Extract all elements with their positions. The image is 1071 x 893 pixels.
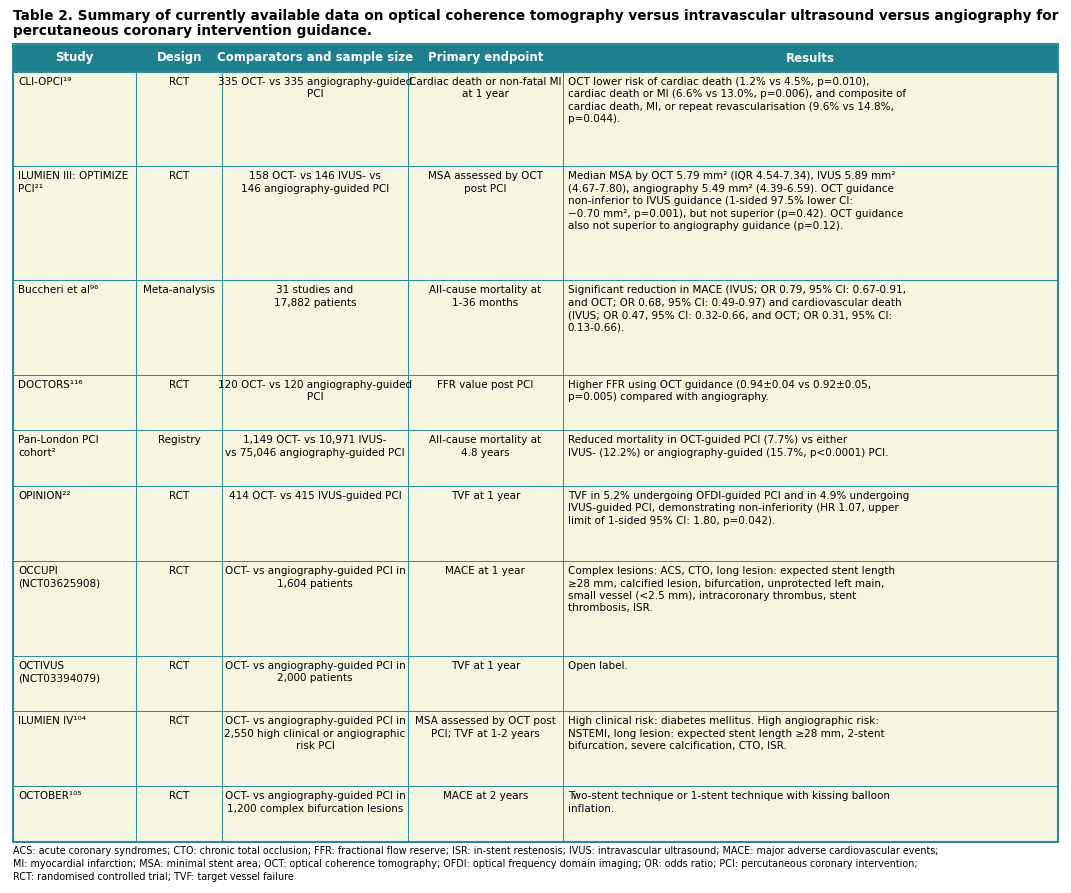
Text: Two-stent technique or 1-stent technique with kissing balloon
inflation.: Two-stent technique or 1-stent technique… bbox=[568, 791, 890, 814]
Text: MI: myocardial infarction; MSA: minimal stent area; OCT: optical coherence tomog: MI: myocardial infarction; MSA: minimal … bbox=[13, 859, 918, 869]
Text: OCT- vs angiography-guided PCI in
2,000 patients: OCT- vs angiography-guided PCI in 2,000 … bbox=[225, 661, 406, 683]
Bar bbox=[13, 561, 1058, 655]
Text: RCT: RCT bbox=[169, 661, 190, 671]
Text: 120 OCT- vs 120 angiography-guided
PCI: 120 OCT- vs 120 angiography-guided PCI bbox=[218, 380, 412, 402]
Text: percutaneous coronary intervention guidance.: percutaneous coronary intervention guida… bbox=[13, 24, 372, 38]
Text: Results: Results bbox=[786, 52, 834, 64]
Text: RCT: randomised controlled trial; TVF: target vessel failure: RCT: randomised controlled trial; TVF: t… bbox=[13, 872, 293, 882]
Text: RCT: RCT bbox=[169, 380, 190, 389]
Bar bbox=[13, 486, 1058, 561]
Text: DOCTORS¹¹⁶: DOCTORS¹¹⁶ bbox=[18, 380, 82, 389]
Text: Comparators and sample size: Comparators and sample size bbox=[217, 52, 413, 64]
Text: Significant reduction in MACE (IVUS; OR 0.79, 95% CI: 0.67-0.91,
and OCT; OR 0.6: Significant reduction in MACE (IVUS; OR … bbox=[568, 285, 906, 332]
Text: Registry: Registry bbox=[157, 436, 200, 446]
Text: RCT: RCT bbox=[169, 491, 190, 501]
Text: Complex lesions: ACS, CTO, long lesion: expected stent length
≥28 mm, calcified : Complex lesions: ACS, CTO, long lesion: … bbox=[568, 566, 894, 613]
Text: OCTIVUS
(NCT03394079): OCTIVUS (NCT03394079) bbox=[18, 661, 100, 683]
Text: Primary endpoint: Primary endpoint bbox=[427, 52, 543, 64]
Text: Cardiac death or non-fatal MI
at 1 year: Cardiac death or non-fatal MI at 1 year bbox=[409, 77, 561, 99]
Text: All-cause mortality at
1-36 months: All-cause mortality at 1-36 months bbox=[429, 285, 542, 308]
Text: 31 studies and
17,882 patients: 31 studies and 17,882 patients bbox=[274, 285, 357, 308]
Text: MSA assessed by OCT post
PCI; TVF at 1-2 years: MSA assessed by OCT post PCI; TVF at 1-2… bbox=[414, 716, 556, 739]
Bar bbox=[13, 712, 1058, 787]
Text: ILUMIEN IV¹⁰⁴: ILUMIEN IV¹⁰⁴ bbox=[18, 716, 86, 726]
Text: 335 OCT- vs 335 angiography-guided
PCI: 335 OCT- vs 335 angiography-guided PCI bbox=[217, 77, 412, 99]
Text: Pan-London PCI
cohort²: Pan-London PCI cohort² bbox=[18, 436, 99, 458]
Bar bbox=[13, 787, 1058, 842]
Text: RCT: RCT bbox=[169, 716, 190, 726]
Text: OCT- vs angiography-guided PCI in
2,550 high clinical or angiographic
risk PCI: OCT- vs angiography-guided PCI in 2,550 … bbox=[225, 716, 406, 751]
Text: CLI-OPCI¹⁹: CLI-OPCI¹⁹ bbox=[18, 77, 72, 87]
Bar bbox=[13, 44, 1058, 842]
Text: TVF at 1 year: TVF at 1 year bbox=[451, 491, 521, 501]
Text: Buccheri et al⁹⁶: Buccheri et al⁹⁶ bbox=[18, 285, 99, 296]
Text: All-cause mortality at
4.8 years: All-cause mortality at 4.8 years bbox=[429, 436, 542, 458]
Bar bbox=[13, 166, 1058, 280]
Text: ILUMIEN III: OPTIMIZE
PCI²¹: ILUMIEN III: OPTIMIZE PCI²¹ bbox=[18, 171, 129, 194]
Bar bbox=[13, 72, 1058, 166]
Text: RCT: RCT bbox=[169, 566, 190, 576]
Bar bbox=[13, 44, 1058, 72]
Text: OCTOBER¹⁰⁵: OCTOBER¹⁰⁵ bbox=[18, 791, 81, 801]
Text: 1,149 OCT- vs 10,971 IVUS-
vs 75,046 angiography-guided PCI: 1,149 OCT- vs 10,971 IVUS- vs 75,046 ang… bbox=[225, 436, 405, 458]
Text: Higher FFR using OCT guidance (0.94±0.04 vs 0.92±0.05,
p=0.005) compared with an: Higher FFR using OCT guidance (0.94±0.04… bbox=[568, 380, 871, 402]
Text: FFR value post PCI: FFR value post PCI bbox=[437, 380, 533, 389]
Text: 414 OCT- vs 415 IVUS-guided PCI: 414 OCT- vs 415 IVUS-guided PCI bbox=[228, 491, 402, 501]
Text: TVF at 1 year: TVF at 1 year bbox=[451, 661, 521, 671]
Text: Meta-analysis: Meta-analysis bbox=[144, 285, 215, 296]
Text: OCCUPI
(NCT03625908): OCCUPI (NCT03625908) bbox=[18, 566, 100, 588]
Text: MACE at 1 year: MACE at 1 year bbox=[446, 566, 525, 576]
Text: Open label.: Open label. bbox=[568, 661, 628, 671]
Text: OCT- vs angiography-guided PCI in
1,200 complex bifurcation lesions: OCT- vs angiography-guided PCI in 1,200 … bbox=[225, 791, 406, 814]
Text: RCT: RCT bbox=[169, 77, 190, 87]
Bar bbox=[13, 430, 1058, 486]
Text: OCT- vs angiography-guided PCI in
1,604 patients: OCT- vs angiography-guided PCI in 1,604 … bbox=[225, 566, 406, 588]
Text: Reduced mortality in OCT-guided PCI (7.7%) vs either
IVUS- (12.2%) or angiograph: Reduced mortality in OCT-guided PCI (7.7… bbox=[568, 436, 888, 458]
Bar bbox=[13, 375, 1058, 430]
Text: RCT: RCT bbox=[169, 791, 190, 801]
Text: Design: Design bbox=[156, 52, 202, 64]
Text: ACS: acute coronary syndromes; CTO: chronic total occlusion; FFR: fractional flo: ACS: acute coronary syndromes; CTO: chro… bbox=[13, 846, 938, 856]
Text: RCT: RCT bbox=[169, 171, 190, 181]
Text: MACE at 2 years: MACE at 2 years bbox=[442, 791, 528, 801]
Text: Median MSA by OCT 5.79 mm² (IQR 4.54-7.34), IVUS 5.89 mm²
(4.67-7.80), angiograp: Median MSA by OCT 5.79 mm² (IQR 4.54-7.3… bbox=[568, 171, 903, 231]
Bar bbox=[13, 655, 1058, 712]
Text: High clinical risk: diabetes mellitus. High angiographic risk:
NSTEMI, long lesi: High clinical risk: diabetes mellitus. H… bbox=[568, 716, 885, 751]
Bar bbox=[13, 280, 1058, 375]
Text: Study: Study bbox=[56, 52, 94, 64]
Text: OPINION²²: OPINION²² bbox=[18, 491, 71, 501]
Text: MSA assessed by OCT
post PCI: MSA assessed by OCT post PCI bbox=[427, 171, 543, 194]
Text: OCT lower risk of cardiac death (1.2% vs 4.5%, p=0.010),
cardiac death or MI (6.: OCT lower risk of cardiac death (1.2% vs… bbox=[568, 77, 906, 124]
Text: 158 OCT- vs 146 IVUS- vs
146 angiography-guided PCI: 158 OCT- vs 146 IVUS- vs 146 angiography… bbox=[241, 171, 389, 194]
Text: Table 2. Summary of currently available data on optical coherence tomography ver: Table 2. Summary of currently available … bbox=[13, 9, 1058, 23]
Text: TVF in 5.2% undergoing OFDI-guided PCI and in 4.9% undergoing
IVUS-guided PCI, d: TVF in 5.2% undergoing OFDI-guided PCI a… bbox=[568, 491, 909, 526]
